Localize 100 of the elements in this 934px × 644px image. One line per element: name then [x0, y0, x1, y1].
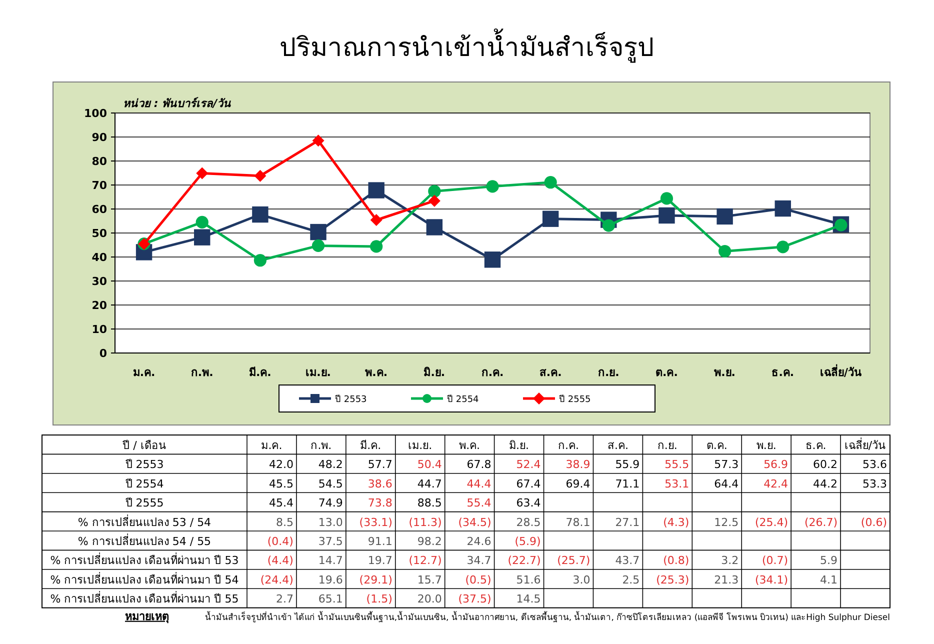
x-tick-label: เฉลี่ย/วัน — [844, 437, 886, 452]
text: หมายเหตุ — [125, 610, 169, 624]
data-label: (33.1) — [359, 516, 392, 529]
x-tick-label: พ.ค. — [365, 366, 388, 379]
point — [312, 134, 324, 147]
data-label: (5.9) — [514, 535, 541, 548]
data-label: 44.2 — [813, 477, 838, 490]
data-label: 21.3 — [714, 573, 739, 586]
data-label: 48.2 — [318, 458, 343, 472]
y-tick-label: 90 — [92, 131, 108, 144]
x-tick-label: ก.พ. — [310, 439, 332, 452]
data-label: (4.4) — [267, 554, 294, 568]
data-label: (24.4) — [260, 573, 294, 586]
data-label: 57.7 — [368, 458, 392, 472]
x-tick-label: ก.ย. — [657, 439, 678, 452]
point — [254, 254, 266, 267]
data-label: 88.5 — [417, 496, 442, 510]
point — [484, 252, 501, 268]
data-label: (26.7) — [804, 516, 838, 529]
data-label: 53.6 — [862, 458, 887, 472]
data-label: 8.5 — [276, 516, 294, 529]
y-tick-label: % การเปลี่ยนแปลง 53 / 54 — [78, 514, 212, 529]
point — [196, 167, 208, 180]
y-tick-label: % การเปลี่ยนแปลง เดือนที่ผ่านมา ปี 55 — [50, 590, 239, 606]
point — [252, 206, 268, 223]
data-label: 42.0 — [268, 458, 294, 472]
y-tick-label: 100 — [84, 107, 108, 120]
data-label: 57.3 — [714, 458, 739, 472]
data-label: (25.4) — [755, 516, 788, 529]
x-tick-label: พ.ย. — [714, 366, 736, 379]
data-label: 38.6 — [368, 477, 392, 490]
data-label: (37.5) — [458, 592, 492, 606]
y-tick-label: % การเปลี่ยนแปลง เดือนที่ผ่านมา ปี 53 — [50, 552, 239, 568]
data-label: 69.4 — [566, 477, 590, 490]
x-tick-label: พ.ค. — [459, 439, 480, 452]
data-label: 67.4 — [516, 477, 541, 490]
data-label: 64.4 — [714, 477, 739, 490]
data-label: 14.5 — [516, 592, 541, 606]
x-tick-label: ธ.ค. — [772, 366, 794, 379]
data-label: (0.8) — [663, 554, 690, 568]
point — [428, 184, 441, 198]
legend-label: ปี 2554 — [447, 394, 480, 405]
data-label: 65.1 — [318, 592, 343, 606]
y-axis-title: ปี / เดือน — [122, 439, 166, 452]
data-label: 34.7 — [466, 554, 492, 568]
point — [426, 219, 443, 236]
data-label: 91.1 — [368, 535, 392, 548]
data-label: (0.7) — [762, 554, 788, 568]
data-label: 43.7 — [615, 554, 640, 568]
point — [774, 200, 791, 217]
x-tick-label: ต.ค. — [656, 366, 678, 379]
point — [776, 240, 790, 254]
y-tick-label: 10 — [92, 323, 108, 336]
y-tick-label: 70 — [92, 179, 108, 192]
legend-label: ปี 2553 — [335, 394, 367, 405]
x-tick-label: ก.ย. — [598, 366, 620, 379]
data-label: 27.1 — [615, 516, 640, 529]
point — [428, 194, 440, 207]
y-tick-label: 60 — [92, 203, 108, 216]
x-tick-label: ม.ค. — [261, 439, 282, 452]
data-label: 45.5 — [268, 477, 294, 490]
data-label: (0.5) — [465, 573, 492, 586]
data-label: 2.7 — [276, 592, 294, 606]
data-label: 74.9 — [318, 496, 343, 510]
data-label: 13.0 — [318, 516, 343, 529]
x-tick-label: ต.ค. — [706, 439, 728, 452]
x-tick-label: มี.ค. — [360, 439, 382, 452]
data-label: 44.7 — [417, 477, 442, 490]
data-label: 19.6 — [318, 573, 343, 586]
point — [196, 216, 208, 228]
data-label: 37.5 — [318, 535, 343, 548]
data-label: 44.4 — [466, 477, 492, 490]
point — [254, 170, 266, 182]
x-tick-label: ส.ค. — [607, 439, 628, 452]
point — [486, 180, 499, 193]
data-label: (12.7) — [408, 554, 442, 568]
y-tick-label: 0 — [99, 347, 108, 360]
point — [658, 207, 675, 224]
data-label: 73.8 — [368, 496, 392, 510]
x-tick-label: ก.พ. — [190, 366, 214, 379]
data-label: 38.9 — [566, 458, 590, 472]
point — [370, 240, 383, 253]
y-tick-label: ปี 2553 — [124, 458, 164, 472]
data-label: 55.5 — [664, 458, 690, 472]
data-label: 55.4 — [466, 496, 492, 510]
x-tick-label: ก.ค. — [481, 366, 504, 379]
data-label: (0.4) — [267, 535, 294, 548]
data-label: (29.1) — [359, 573, 392, 586]
point — [660, 192, 674, 205]
data-label: 53.3 — [862, 477, 887, 490]
y-tick-label: % การเปลี่ยนแปลง เดือนที่ผ่านมา ปี 54 — [50, 571, 239, 586]
data-label: 19.7 — [368, 554, 392, 568]
point — [718, 244, 732, 258]
data-label: 2.5 — [622, 573, 640, 586]
y-tick-label: 80 — [92, 155, 108, 168]
point — [370, 214, 382, 226]
data-label: (34.5) — [458, 516, 492, 529]
data-label: (22.7) — [508, 554, 541, 568]
data-label: 3.2 — [721, 554, 739, 568]
data-label: 98.2 — [417, 535, 442, 548]
